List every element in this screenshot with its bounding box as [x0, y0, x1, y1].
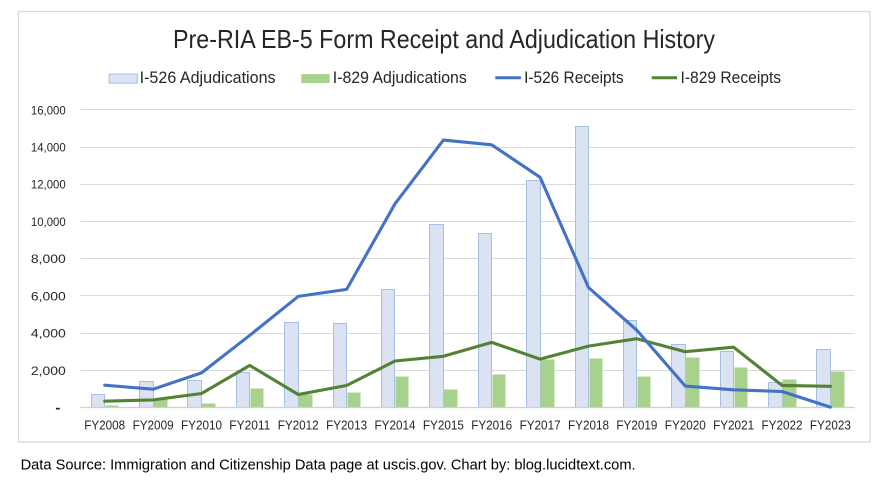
svg-text:I-526 Receipts: I-526 Receipts — [524, 69, 624, 87]
svg-text:I-829 Adjudications: I-829 Adjudications — [333, 69, 467, 87]
svg-text:FY2021: FY2021 — [713, 418, 754, 433]
svg-text:Data Source: Immigration and C: Data Source: Immigration and Citizenship… — [21, 458, 636, 474]
svg-text:I-526 Adjudications: I-526 Adjudications — [140, 69, 276, 87]
svg-text:FY2016: FY2016 — [471, 418, 512, 433]
svg-text:FY2013: FY2013 — [326, 418, 367, 433]
svg-text:FY2015: FY2015 — [423, 418, 464, 433]
svg-text:12,000: 12,000 — [31, 178, 66, 192]
svg-text:4,000: 4,000 — [31, 327, 66, 341]
svg-text:Pre-RIA EB-5 Form Receipt and: Pre-RIA EB-5 Form Receipt and Adjudicati… — [173, 24, 715, 54]
svg-text:I-829 Receipts: I-829 Receipts — [681, 69, 782, 87]
svg-text:14,000: 14,000 — [31, 141, 66, 155]
svg-text:FY2011: FY2011 — [229, 418, 270, 433]
svg-text:FY2010: FY2010 — [181, 418, 222, 433]
svg-text:2,000: 2,000 — [31, 364, 66, 378]
svg-text:6,000: 6,000 — [31, 289, 66, 303]
svg-text:FY2014: FY2014 — [375, 418, 416, 433]
svg-text:FY2018: FY2018 — [568, 418, 609, 433]
svg-text:FY2009: FY2009 — [133, 418, 174, 433]
svg-text:10,000: 10,000 — [31, 215, 66, 229]
svg-text:FY2020: FY2020 — [665, 418, 706, 433]
svg-text:8,000: 8,000 — [31, 252, 66, 266]
svg-text:FY2019: FY2019 — [616, 418, 657, 433]
svg-text:FY2023: FY2023 — [810, 418, 851, 433]
svg-text:FY2012: FY2012 — [278, 418, 319, 433]
svg-text:FY2017: FY2017 — [520, 418, 561, 433]
svg-text:FY2022: FY2022 — [762, 418, 803, 433]
svg-text:FY2008: FY2008 — [84, 418, 125, 433]
svg-text:16,000: 16,000 — [31, 103, 66, 117]
